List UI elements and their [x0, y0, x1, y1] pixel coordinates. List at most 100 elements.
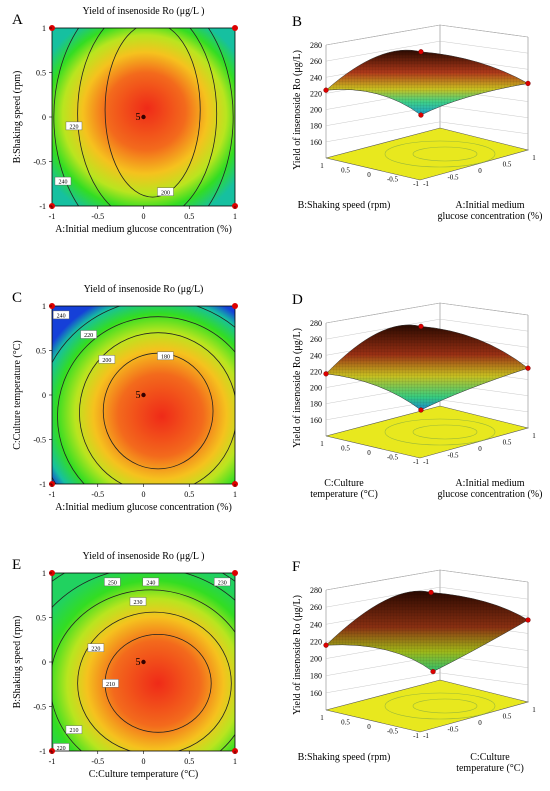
z-tick-label: 200	[310, 106, 322, 115]
contour-label: 220	[69, 124, 78, 130]
design-point	[141, 659, 146, 665]
left-axis-label: B:Shaking speed (rpm)	[298, 752, 391, 763]
floor-contour-plane	[325, 405, 530, 459]
left-axis-label: temperature (°C)	[310, 489, 378, 500]
z-tick-label: 240	[310, 620, 322, 629]
design-point	[323, 87, 329, 93]
left-axis-label: B:Shaking speed (rpm)	[298, 200, 391, 211]
left-axis-tick: 0	[367, 723, 371, 731]
contour-label-box	[87, 643, 105, 652]
z-tick-label: 180	[310, 400, 322, 409]
z-tick-label: 160	[310, 138, 322, 147]
contour-line	[77, 28, 218, 206]
x-axis-label: A:Initial medium glucose concentration (…	[55, 502, 232, 513]
floor-contour-plane	[325, 679, 530, 733]
chart-title: Yield of insenoside Ro (μg/L )	[83, 551, 205, 562]
y-tick-label: -0.5	[33, 436, 46, 445]
right-axis-label: glucose concentration (%)	[438, 489, 543, 500]
surface-panel-f: F 160 180 200 220 240 260 280 -1 -1 -0.5 -0.5 0 0 0.5 0…	[292, 559, 536, 774]
x-tick-label: 0	[142, 212, 146, 221]
y-tick-label: -1	[39, 747, 46, 756]
z-tick-label: 240	[310, 351, 322, 360]
panel-letter: A	[12, 12, 23, 28]
design-point	[323, 371, 329, 377]
contour-label: 220	[84, 333, 93, 339]
z-tick-label: 280	[310, 586, 322, 595]
y-tick-label: -0.5	[33, 703, 46, 712]
right-axis-tick: 0	[478, 719, 482, 727]
contour-label: 240	[58, 180, 67, 186]
z-axis-label: Yield of insenoside Ro (μg/L)	[292, 595, 303, 715]
right-axis-tick: 1	[532, 432, 536, 440]
right-axis-tick: 0.5	[503, 439, 512, 447]
left-axis-tick: -1	[413, 458, 419, 466]
panel-letter: E	[12, 557, 21, 573]
z-tick-label: 160	[310, 689, 322, 698]
z-tick-label: 280	[310, 319, 322, 328]
left-axis-tick: 0.5	[341, 719, 350, 727]
right-axis-tick: -0.5	[447, 452, 459, 460]
right-axis-label: A:Initial medium	[455, 200, 524, 211]
design-point	[525, 365, 531, 371]
contour-label: 210	[106, 682, 115, 688]
y-axis-label: B:Shaking speed (rpm)	[12, 71, 23, 164]
contour-label: 240	[57, 313, 66, 319]
design-point	[418, 407, 424, 413]
panel-letter: D	[292, 292, 303, 308]
contour-label: 230	[134, 600, 143, 606]
surface-plots: B 160 180 200 220 240 260 280 -1 -1 -0.5 -0.5 0 0 0.5 0…	[292, 14, 542, 774]
contour-label: 220	[91, 646, 100, 652]
y-tick-label: -1	[39, 202, 46, 211]
left-axis-tick: 1	[320, 714, 324, 722]
right-axis-tick: -1	[423, 458, 429, 466]
contour-label-box	[157, 351, 174, 361]
design-point	[232, 570, 238, 576]
contour-panel-a: A Yield of insenoside Ro (μg/L ) 200 220 240…	[12, 6, 238, 235]
contour-line	[79, 332, 235, 484]
y-tick-label: 1	[42, 569, 46, 578]
contour-label-box	[102, 679, 119, 688]
contour-label-box	[142, 577, 160, 587]
right-axis-label: temperature (°C)	[456, 763, 524, 774]
contour-label-box	[65, 121, 83, 131]
contour-line	[57, 316, 235, 484]
z-tick-label: 220	[310, 637, 322, 646]
x-tick-label: 0	[142, 490, 146, 499]
z-tick-label: 180	[310, 672, 322, 681]
panel-letter: F	[292, 559, 300, 575]
x-tick-label: 1	[233, 212, 237, 221]
x-tick-label: 0	[142, 757, 146, 766]
z-tick-label: 260	[310, 603, 322, 612]
left-axis-tick: -1	[413, 732, 419, 740]
contour-label: 230	[218, 580, 227, 586]
left-axis-label: C:Culture	[324, 478, 364, 489]
right-axis-tick: -0.5	[447, 174, 459, 182]
design-point	[141, 114, 146, 120]
center-label: 5	[136, 390, 141, 401]
contour-panel-e: E Yield of insenoside Ro (μg/L ) 210 220 230…	[12, 551, 238, 780]
left-axis-tick: -1	[413, 180, 419, 188]
left-axis-tick: 1	[320, 162, 324, 170]
right-axis-tick: 0	[478, 445, 482, 453]
right-axis-tick: -0.5	[447, 726, 459, 734]
y-axis-label: B:Shaking speed (rpm)	[12, 616, 23, 709]
right-axis-label: glucose concentration (%)	[438, 211, 543, 222]
z-tick-label: 200	[310, 384, 322, 393]
contour-label: 180	[161, 354, 170, 360]
design-point	[232, 25, 238, 31]
chart-title: Yield of insenoside Ro (μg/L)	[84, 284, 204, 295]
y-tick-label: 0.5	[36, 69, 46, 78]
z-tick-label: 220	[310, 89, 322, 98]
right-axis-tick: 0.5	[503, 161, 512, 169]
right-axis-tick: -1	[423, 180, 429, 188]
z-tick-label: 260	[310, 57, 322, 66]
left-axis-tick: 0.5	[341, 167, 350, 175]
panel-letter: C	[12, 290, 22, 306]
z-tick-label: 200	[310, 655, 322, 664]
left-axis-tick: -0.5	[387, 176, 399, 184]
contour-label: 210	[69, 728, 78, 734]
y-tick-label: -1	[39, 480, 46, 489]
center-label: 5	[136, 657, 141, 668]
right-axis-tick: 1	[532, 706, 536, 714]
